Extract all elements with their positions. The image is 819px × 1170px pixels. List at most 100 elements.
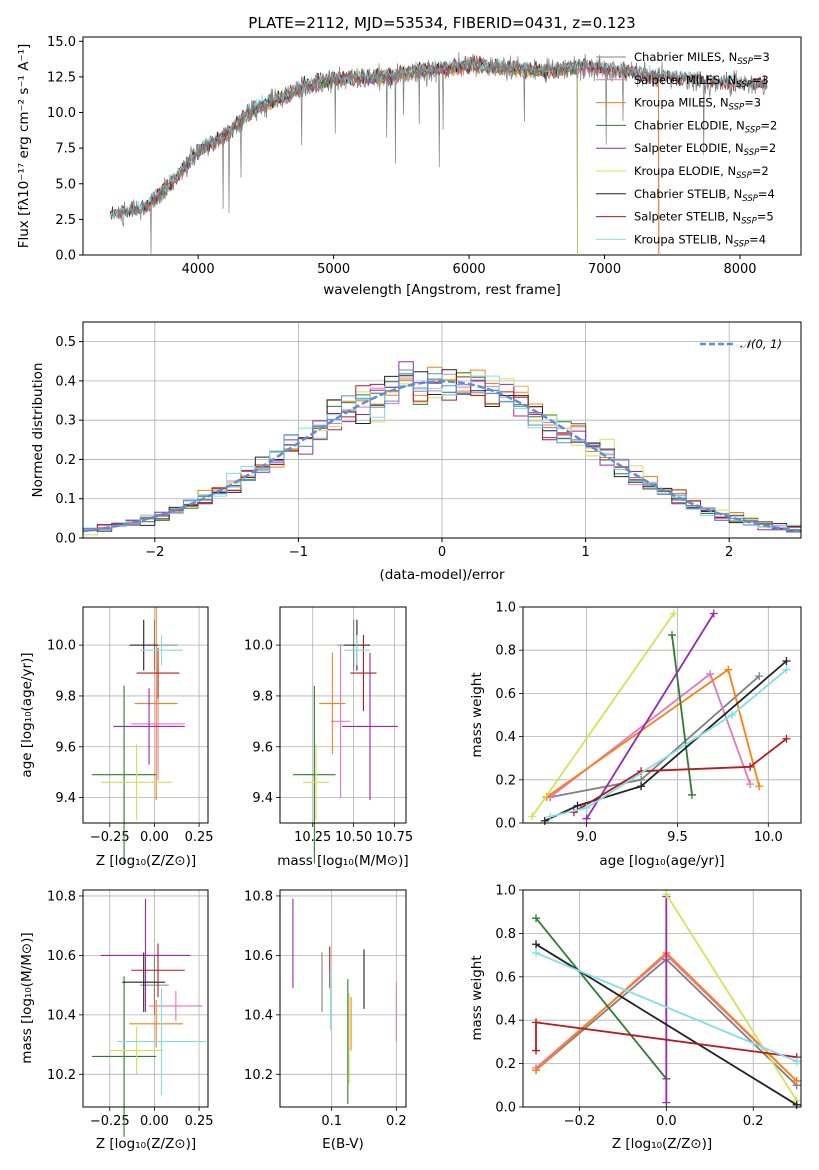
residual-panel: −2 −1 0 1 2 0.0 0.1 0.2 0.3 0.4 0.5 (data-model)/e… [30, 321, 802, 583]
y-tick-label: 10.8 [244, 889, 273, 904]
y-tick-label: 0.8 [495, 927, 516, 942]
x-tick-label: 5000 [317, 262, 350, 277]
weight-vs-Z-panel: −0.2 0.0 0.2 0.0 0.2 0.4 0.6 0.8 1.0 [495, 884, 802, 1129]
x-tick-label: 9.0 [576, 830, 597, 845]
weight-marker [782, 734, 791, 743]
x-tick-label: 0.00 [140, 1114, 169, 1129]
weight-marker [582, 803, 591, 812]
weight-marker [546, 812, 555, 821]
y-tick-label: 10.6 [244, 949, 273, 964]
weight-marker [540, 816, 549, 825]
spectrum-ylabel: Flux [fλ10⁻¹⁷ erg cm⁻² s⁻¹ A⁻¹] [16, 44, 32, 249]
legend-label: Salpeter MILES, NSSP=3 [634, 73, 769, 90]
weight-marker [687, 790, 696, 799]
age-vs-mass-panel: 10.25 10.50 10.75 9.4 9.6 9.8 10.0 [244, 606, 413, 864]
legend-label: Salpeter STELIB, NSSP=5 [634, 210, 774, 227]
figure-title: PLATE=2112, MJD=53534, FIBERID=0431, z=0… [248, 14, 635, 32]
weight-line [665, 893, 798, 1101]
mass-vs-EBV-panel: 0.1 0.2 10.2 10.4 10.6 10.8 [244, 889, 407, 1129]
legend-label: Chabrier STELIB, NSSP=4 [634, 187, 775, 204]
weight-marker [746, 780, 755, 789]
plot-frame [522, 606, 802, 824]
weight-marker [709, 609, 718, 618]
y-tick-label: 2.5 [55, 213, 76, 228]
y-tick-label: 10.4 [47, 1008, 76, 1023]
x-tick-label: −0.25 [90, 830, 130, 845]
spectrum-legend: Chabrier MILES, NSSP=3 Salpeter MILES, NS… [596, 50, 777, 249]
x-tick-label: 10.25 [294, 830, 331, 845]
y-tick-label: 0.0 [495, 817, 516, 832]
weight-line [535, 952, 798, 1063]
y-tick-label: 9.8 [252, 689, 273, 704]
weight-vs-Z-ylabel: mass weight [469, 955, 485, 1040]
y-tick-label: 0.6 [495, 687, 516, 702]
weight-marker [667, 631, 676, 640]
y-tick-label: 0.0 [55, 249, 76, 264]
y-tick-label: 10.0 [47, 106, 76, 121]
x-tick-label: 0.2 [743, 1114, 764, 1129]
x-tick-label: 0.1 [321, 1114, 342, 1129]
spectrum-data-line [116, 52, 768, 256]
weight-line [585, 613, 715, 820]
y-tick-label: 9.4 [55, 791, 76, 806]
y-tick-label: 0.2 [495, 773, 516, 788]
weight-marker [532, 940, 541, 949]
y-tick-label: 0.6 [495, 970, 516, 985]
x-tick-label: 0.0 [656, 1114, 677, 1129]
y-tick-label: 10.0 [47, 639, 76, 654]
legend-label: Kroupa STELIB, NSSP=4 [634, 232, 766, 249]
x-tick-label: 10.0 [754, 830, 783, 845]
x-tick-label: 10.75 [376, 830, 413, 845]
plot-frame [82, 606, 209, 824]
y-tick-label: 10.2 [47, 1068, 76, 1083]
plot-frame [82, 889, 209, 1108]
y-tick-label: 10.6 [47, 949, 76, 964]
age-vs-Z-xlabel: Z [log₁₀(Z/Z⊙)] [96, 853, 196, 869]
mass-vs-Z-ylabel: mass [log₁₀(M/M⊙)] [19, 932, 35, 1063]
y-tick-label: 0.1 [55, 492, 76, 507]
weight-marker [792, 1076, 801, 1085]
weight-line [535, 917, 667, 1080]
x-tick-label: 8000 [723, 262, 756, 277]
weight-marker [755, 672, 764, 681]
y-tick-label: 9.4 [252, 791, 273, 806]
weight-marker [792, 1057, 801, 1066]
y-tick-label: 0.5 [55, 335, 76, 350]
y-tick-label: 5.0 [55, 177, 76, 192]
y-tick-label: 0.4 [55, 374, 76, 389]
plot-frame [279, 606, 407, 824]
weight-marker [532, 1046, 541, 1055]
residual-xlabel: (data-model)/error [379, 567, 505, 583]
weight-marker [532, 948, 541, 957]
weight-vs-Z-xlabel: Z [log₁₀(Z/Z⊙)] [612, 1136, 712, 1152]
y-tick-label: 1.0 [495, 884, 516, 899]
weight-marker [637, 782, 646, 791]
y-tick-label: 9.8 [55, 689, 76, 704]
y-tick-label: 10.0 [244, 639, 273, 654]
residual-legend-label: 𝒩(0, 1) [740, 337, 782, 351]
weight-marker [573, 801, 582, 810]
weight-vs-age-xlabel: age [log₁₀(age/yr)] [599, 853, 724, 869]
x-tick-label: 0 [438, 545, 446, 560]
residual-legend: 𝒩(0, 1) [700, 337, 782, 351]
x-tick-label: 0.00 [140, 830, 169, 845]
y-tick-label: 0.8 [495, 644, 516, 659]
weight-marker [528, 812, 537, 821]
age-vs-Z-ylabel: age [log₁₀(age/yr)] [19, 652, 35, 777]
legend-label: Chabrier ELODIE, NSSP=2 [634, 118, 777, 135]
y-tick-label: 0.0 [55, 532, 76, 547]
weight-line [573, 738, 788, 813]
y-tick-label: 0.0 [495, 1101, 516, 1116]
weight-line [671, 634, 693, 796]
weight-marker [755, 782, 764, 791]
plot-frame [522, 889, 802, 1108]
weight-marker [706, 669, 715, 678]
x-tick-label: −0.25 [90, 1114, 130, 1129]
x-tick-label: 1 [581, 545, 589, 560]
weight-marker [662, 1098, 671, 1107]
spectrum-xlabel: wavelength [Angstrom, rest frame] [323, 282, 561, 298]
y-tick-label: 7.5 [55, 142, 76, 157]
weight-line [531, 612, 675, 818]
y-tick-label: 0.4 [495, 730, 516, 745]
y-tick-label: 0.3 [55, 414, 76, 429]
